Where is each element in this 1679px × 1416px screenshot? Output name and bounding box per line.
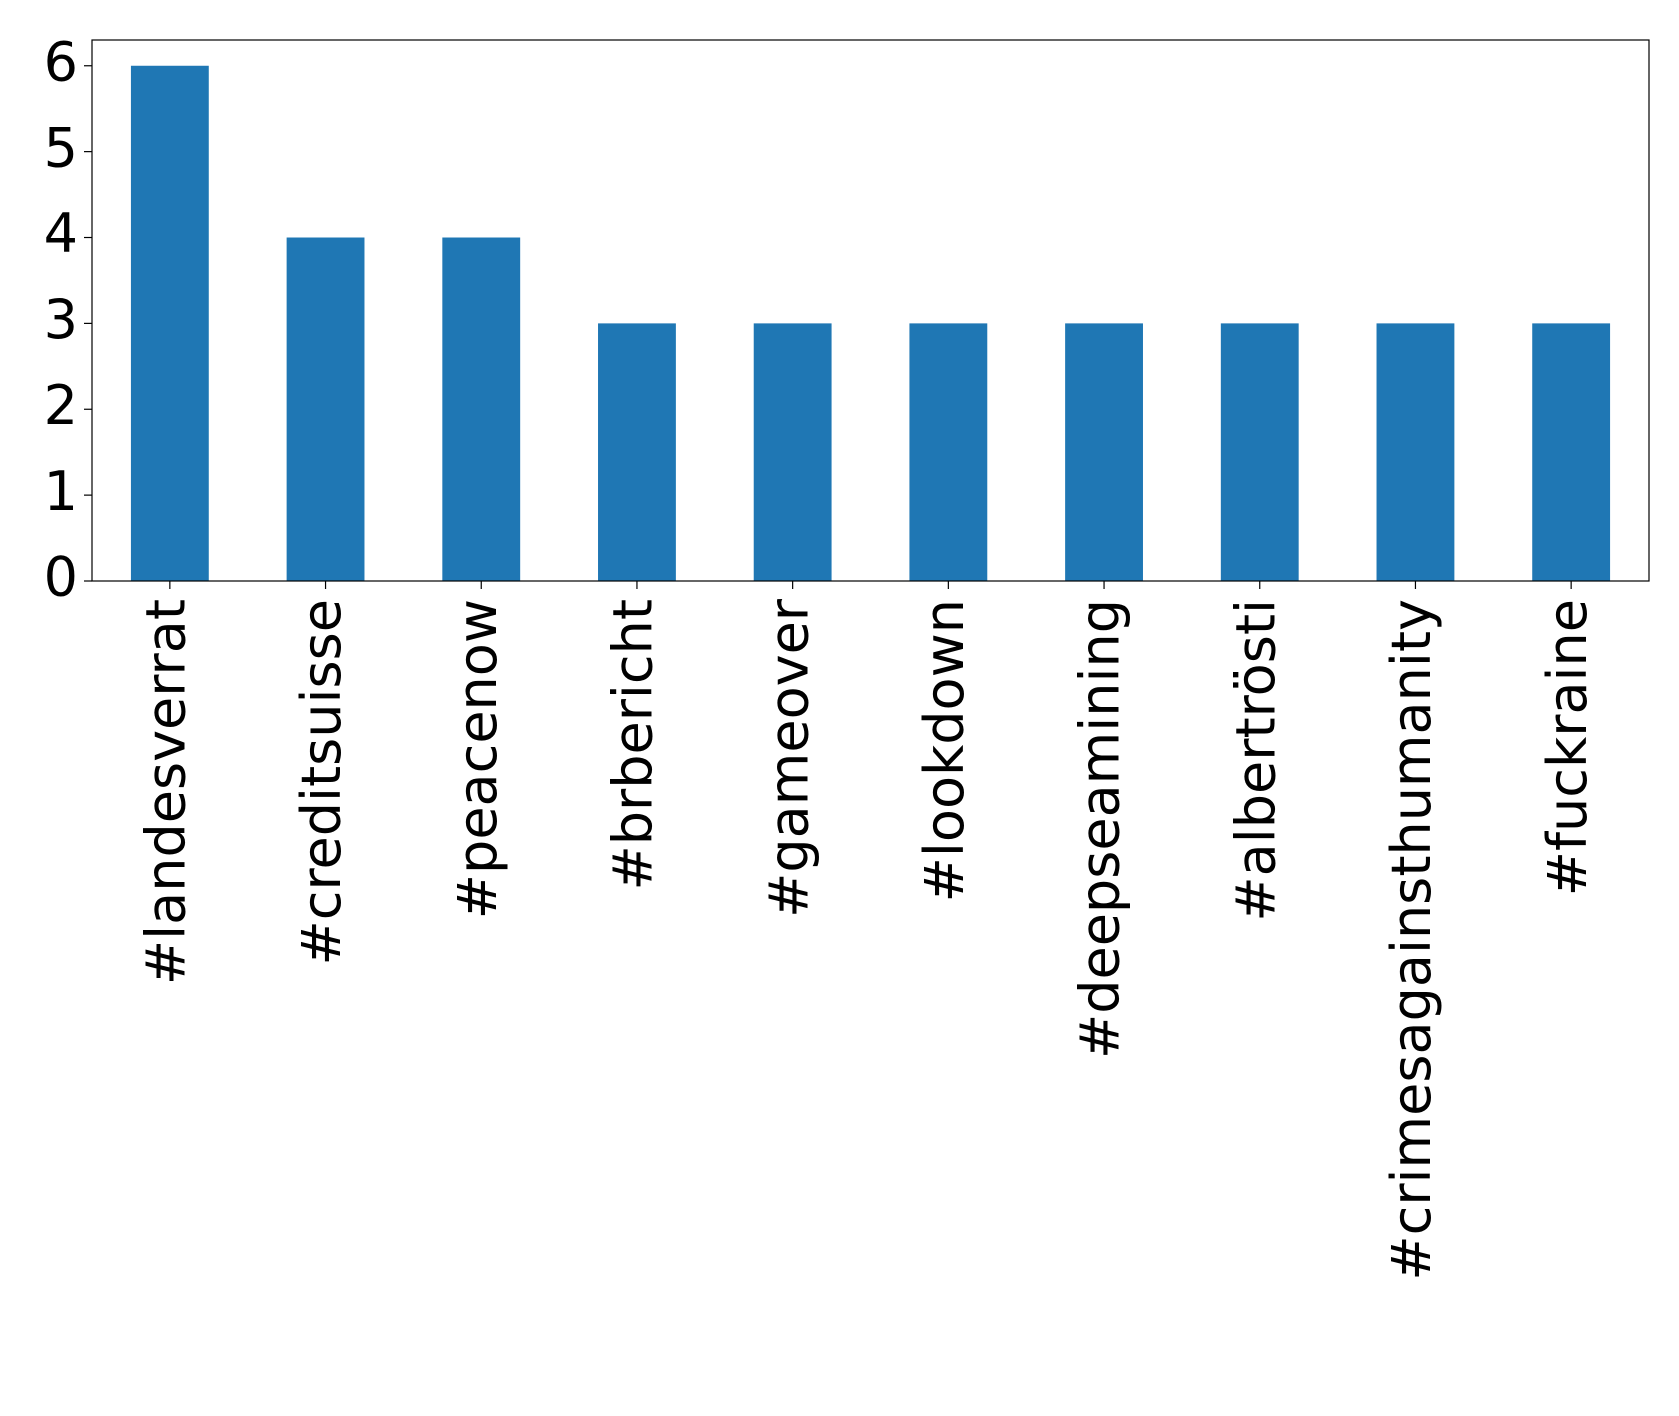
y-tick-label: 5	[44, 116, 78, 179]
x-tick-label: #creditsuisse	[290, 599, 353, 965]
bar	[1376, 323, 1455, 581]
bar	[1532, 323, 1611, 581]
x-tick-label: #peacenow	[446, 599, 509, 919]
bar	[442, 237, 521, 581]
x-tick-label: #deepseamining	[1069, 599, 1132, 1059]
x-tick-label: #gameover	[757, 598, 820, 918]
bar	[130, 65, 209, 581]
x-tick-label: #landesverrat	[134, 599, 197, 985]
bar	[1065, 323, 1143, 581]
bar	[1220, 323, 1299, 581]
y-tick-label: 6	[44, 30, 78, 93]
bar	[753, 323, 832, 581]
x-tick-label: #crimesagainsthumanity	[1380, 599, 1443, 1281]
y-tick-label: 1	[44, 460, 78, 523]
bar	[598, 323, 676, 581]
x-tick-label: #brbericht	[602, 599, 665, 891]
y-tick-label: 3	[44, 288, 78, 351]
bar	[909, 323, 988, 581]
y-tick-label: 0	[44, 546, 78, 609]
x-tick-label: #lookdown	[913, 599, 976, 902]
y-tick-label: 4	[44, 202, 78, 265]
x-tick-label: #fuckraine	[1536, 599, 1599, 896]
bar	[286, 237, 365, 581]
y-tick-label: 2	[44, 374, 78, 437]
x-tick-label: #albertrösti	[1224, 599, 1287, 922]
plot-frame	[91, 39, 1650, 582]
